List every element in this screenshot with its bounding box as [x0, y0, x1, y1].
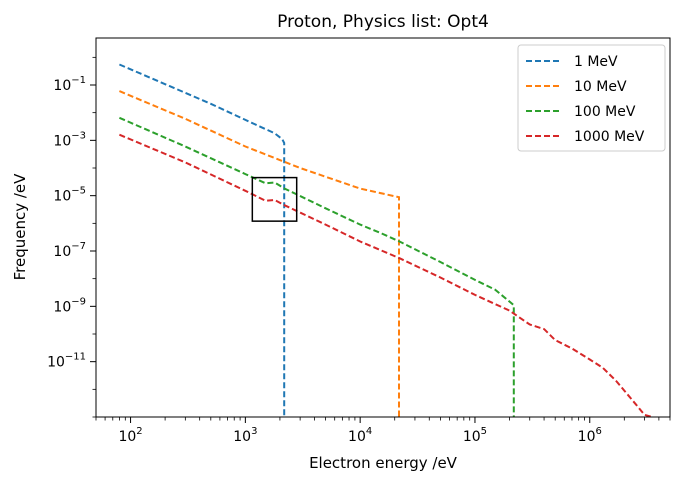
y-tick-label-4: 10−9: [53, 296, 86, 315]
y-tick-label-3: 10−7: [53, 241, 86, 260]
x-tick-label-1: 103: [233, 426, 257, 445]
y-tick-label-2: 10−5: [53, 186, 86, 205]
legend-label-1: 10 MeV: [574, 79, 627, 95]
y-tick-label-5: 10−11: [47, 352, 86, 371]
legend: 1 MeV 10 MeV 100 MeV 1000 MeV: [517, 44, 666, 152]
plot-frame: [95, 37, 671, 418]
legend-frame: [517, 44, 666, 152]
y-tick-label-0: 10−1: [53, 75, 86, 94]
series-line-3: [119, 133, 653, 418]
y-tick-label-1: 10−3: [53, 130, 86, 149]
series-line-0: [119, 63, 286, 417]
chart-title: Proton, Physics list: Opt4: [277, 12, 489, 32]
x-axis-label: Electron energy /eV: [309, 454, 458, 472]
legend-label-0: 1 MeV: [574, 54, 618, 70]
y-axis-label: Frequency /eV: [11, 173, 29, 281]
legend-label-2: 100 MeV: [574, 104, 636, 120]
ticks-layer: 102 103 104 105 106 10−1 10−3 10−5 10−7 10−9 10−11: [47, 56, 671, 445]
series-line-1: [119, 90, 400, 417]
x-tick-label-0: 102: [118, 426, 142, 445]
x-tick-label-4: 106: [578, 426, 602, 445]
legend-label-3: 1000 MeV: [574, 129, 645, 145]
x-tick-label-3: 105: [463, 426, 487, 445]
zoom-box-annotation-0: [251, 176, 298, 222]
annotation-layer: [251, 176, 298, 222]
x-tick-label-2: 104: [348, 426, 372, 445]
